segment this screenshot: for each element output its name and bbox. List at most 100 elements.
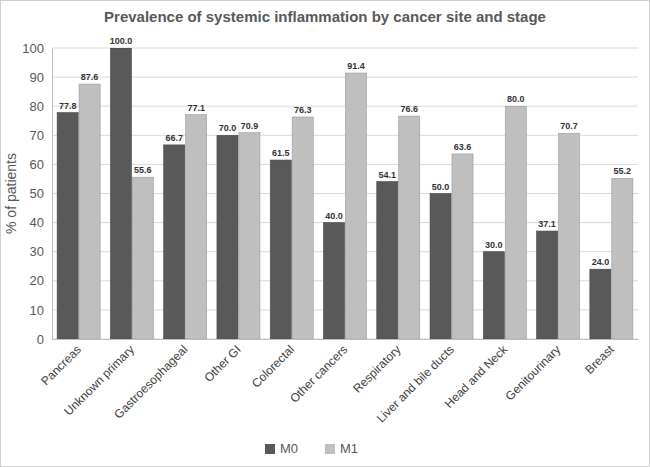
y-tick: 60 xyxy=(30,157,52,172)
x-tick-label: Other GI xyxy=(201,342,243,384)
data-label: 24.0 xyxy=(592,257,610,267)
y-tick: 80 xyxy=(30,99,52,114)
bar xyxy=(345,73,366,339)
bar xyxy=(164,145,185,339)
bar xyxy=(559,133,580,339)
bar xyxy=(505,106,526,339)
bar xyxy=(239,133,260,339)
data-label: 70.0 xyxy=(219,123,237,133)
y-tick: 10 xyxy=(30,303,52,318)
x-tick-label: Colorectal xyxy=(249,342,297,390)
bar xyxy=(79,84,100,339)
grid-line xyxy=(52,106,638,107)
x-axis-line xyxy=(53,339,639,340)
x-tick: Other cancers xyxy=(287,339,350,406)
x-tick-label: Genitourinary xyxy=(503,342,564,403)
y-axis: 0 10 20 30 40 50 60 70 80 90 100 xyxy=(22,41,52,347)
data-label: 91.4 xyxy=(347,61,365,71)
x-tick-label: Gastroesophageal xyxy=(111,342,190,421)
bar xyxy=(452,154,473,339)
bar xyxy=(399,116,420,339)
legend: M0 M1 xyxy=(265,441,358,456)
x-tick: Gastroesophageal xyxy=(111,339,190,422)
x-tick: Liver and bile ducts xyxy=(374,339,457,425)
data-label: 77.1 xyxy=(187,103,205,113)
data-label: 50.0 xyxy=(432,182,450,192)
y-tick-label: 100 xyxy=(22,41,44,56)
bar xyxy=(57,113,78,339)
data-label: 54.1 xyxy=(379,170,397,180)
legend-swatch xyxy=(265,444,275,454)
bar xyxy=(324,223,345,339)
bar xyxy=(537,231,558,339)
data-label: 66.7 xyxy=(165,133,183,143)
x-tick-label: Breast xyxy=(582,342,617,377)
y-tick: 20 xyxy=(30,273,52,288)
data-label: 77.8 xyxy=(59,101,77,111)
legend-item: M0 xyxy=(265,441,298,456)
y-tick-label: 30 xyxy=(30,244,44,259)
data-label: 40.0 xyxy=(325,211,343,221)
x-tick: Pancreas xyxy=(38,339,84,388)
x-tick-label: Pancreas xyxy=(38,342,84,388)
y-tick: 100 xyxy=(22,41,52,56)
bar xyxy=(217,135,238,339)
data-labels: 77.8 100.0 66.7 70.0 61.5 40.0 54.1 50.0 30.0 37.… xyxy=(59,36,631,267)
y-tick: 90 xyxy=(30,70,52,85)
bar xyxy=(270,160,291,339)
x-tick: Colorectal xyxy=(249,339,297,391)
x-tick-label: Liver and bile ducts xyxy=(374,342,457,425)
legend-label: M0 xyxy=(280,441,298,456)
data-label: 76.3 xyxy=(294,105,312,115)
x-tick-label: Head and Neck xyxy=(442,342,511,411)
y-tick: 70 xyxy=(30,128,52,143)
y-tick: 0 xyxy=(37,332,52,347)
bar xyxy=(292,117,313,339)
data-label: 55.2 xyxy=(614,166,632,176)
legend-item: M1 xyxy=(325,441,358,456)
data-label: 63.6 xyxy=(454,142,472,152)
grid-line xyxy=(52,48,638,49)
y-tick-label: 20 xyxy=(30,273,44,288)
y-tick-label: 60 xyxy=(30,157,44,172)
bar xyxy=(612,178,633,339)
bar xyxy=(590,269,611,339)
x-tick: Respiratory xyxy=(350,339,403,396)
grid xyxy=(52,48,638,339)
legend-label: M1 xyxy=(340,441,358,456)
x-tick-label: Respiratory xyxy=(350,342,403,395)
data-label: 80.0 xyxy=(507,94,525,104)
data-label: 61.5 xyxy=(272,148,290,158)
y-tick: 40 xyxy=(30,215,52,230)
background xyxy=(1,1,650,467)
data-label: 70.9 xyxy=(241,121,259,131)
y-axis-title: % of patients xyxy=(3,153,19,234)
y-axis-line xyxy=(52,49,53,340)
y-tick: 50 xyxy=(30,186,52,201)
y-tick-label: 0 xyxy=(37,332,44,347)
grid-line xyxy=(52,135,638,136)
bar xyxy=(110,48,131,339)
y-tick-label: 80 xyxy=(30,99,44,114)
grid-line xyxy=(52,77,638,78)
y-tick-label: 10 xyxy=(30,303,44,318)
data-label: 70.7 xyxy=(560,121,578,131)
x-tick-label: Other cancers xyxy=(287,342,350,405)
data-label: 87.6 xyxy=(81,72,99,82)
data-label: 37.1 xyxy=(538,219,556,229)
y-tick-label: 40 xyxy=(30,215,44,230)
x-axis: PancreasUnknown primaryGastroesophagealO… xyxy=(38,339,638,425)
bar xyxy=(132,177,153,339)
bar xyxy=(483,252,504,339)
x-tick: Other GI xyxy=(201,339,243,385)
data-label: 100.0 xyxy=(110,36,133,46)
data-label: 30.0 xyxy=(485,240,503,250)
data-label: 55.6 xyxy=(134,165,152,175)
chart: Prevalence of systemic inflammation by c… xyxy=(0,0,650,467)
y-tick-label: 70 xyxy=(30,128,44,143)
legend-swatch xyxy=(325,444,335,454)
x-tick: Breast xyxy=(582,339,617,377)
y-tick-label: 90 xyxy=(30,70,44,85)
y-tick-label: 50 xyxy=(30,186,44,201)
title: Prevalence of systemic inflammation by c… xyxy=(104,8,546,25)
